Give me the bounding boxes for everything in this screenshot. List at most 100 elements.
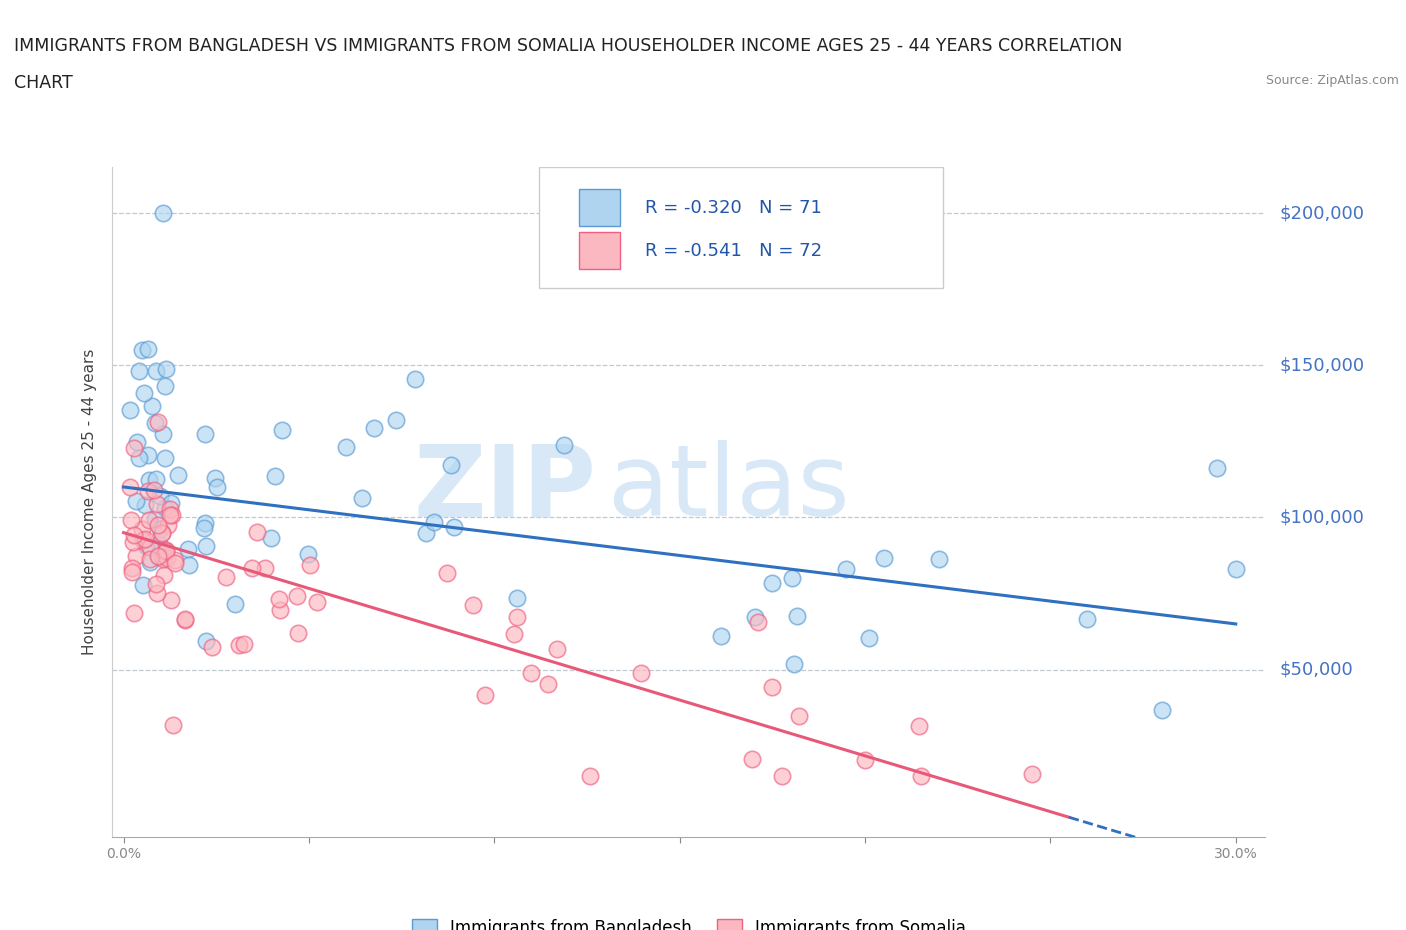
Point	[132, 386, 155, 401]
Point	[193, 521, 215, 536]
Point	[546, 642, 568, 657]
Point	[146, 585, 169, 600]
Point	[145, 472, 167, 486]
Point	[520, 665, 543, 680]
Text: $200,000: $200,000	[1279, 204, 1364, 222]
Point	[710, 629, 733, 644]
Point	[125, 549, 148, 564]
Point	[443, 520, 465, 535]
Point	[125, 434, 148, 449]
Point	[835, 562, 858, 577]
Point	[204, 471, 226, 485]
Point	[404, 372, 426, 387]
Point	[122, 528, 145, 543]
Point	[1021, 766, 1043, 781]
Point	[1225, 562, 1247, 577]
Point	[122, 606, 145, 621]
Point	[148, 518, 170, 533]
Point	[474, 687, 496, 702]
Point	[761, 576, 783, 591]
Point	[744, 610, 766, 625]
Point	[150, 525, 173, 540]
Point	[160, 593, 183, 608]
Point	[910, 769, 932, 784]
Point	[148, 549, 170, 564]
Point	[162, 717, 184, 732]
Point	[152, 426, 174, 441]
Point	[761, 680, 783, 695]
Point	[139, 555, 162, 570]
Point	[159, 501, 181, 516]
Point	[120, 512, 142, 527]
Text: R = -0.320   N = 71: R = -0.320 N = 71	[645, 199, 823, 217]
Point	[128, 451, 150, 466]
Point	[152, 206, 174, 220]
Point	[228, 638, 250, 653]
Text: atlas: atlas	[609, 440, 849, 538]
Point	[908, 719, 931, 734]
Point	[118, 480, 141, 495]
Point	[194, 427, 217, 442]
Point	[415, 525, 437, 540]
Point	[436, 566, 458, 581]
Point	[159, 508, 181, 523]
Point	[579, 769, 602, 784]
Point	[269, 603, 291, 618]
Point	[305, 594, 328, 609]
Text: R = -0.541   N = 72: R = -0.541 N = 72	[645, 242, 823, 260]
Point	[285, 588, 308, 603]
Point	[195, 633, 218, 648]
Point	[240, 560, 263, 575]
Point	[143, 416, 166, 431]
Point	[155, 543, 177, 558]
Point	[422, 514, 444, 529]
Point	[152, 551, 174, 566]
Point	[194, 515, 217, 530]
Point	[156, 517, 179, 532]
Point	[267, 591, 290, 606]
Point	[122, 535, 145, 550]
Point	[298, 557, 321, 572]
Point	[461, 598, 484, 613]
Point	[232, 637, 254, 652]
Point	[135, 538, 157, 553]
Point	[537, 677, 560, 692]
Point	[149, 488, 172, 503]
Point	[128, 364, 150, 379]
Point	[149, 522, 172, 537]
Point	[167, 467, 190, 482]
Point	[253, 561, 276, 576]
FancyBboxPatch shape	[579, 232, 620, 269]
Point	[131, 521, 153, 536]
Point	[160, 508, 183, 523]
Point	[384, 413, 406, 428]
Point	[124, 440, 146, 455]
FancyBboxPatch shape	[579, 189, 620, 226]
Point	[146, 415, 169, 430]
Point	[783, 657, 806, 671]
Point	[224, 597, 246, 612]
Point	[215, 569, 238, 584]
Point	[780, 571, 803, 586]
Point	[138, 512, 160, 527]
Point	[630, 666, 652, 681]
Point	[873, 551, 896, 565]
Point	[141, 398, 163, 413]
Point	[134, 532, 156, 547]
Point	[139, 539, 162, 554]
Point	[201, 640, 224, 655]
Point	[553, 438, 575, 453]
Point	[163, 555, 186, 570]
Point	[263, 469, 285, 484]
Point	[150, 525, 173, 540]
Text: CHART: CHART	[14, 74, 73, 92]
Point	[271, 422, 294, 437]
Point	[153, 379, 176, 393]
Point	[173, 612, 195, 627]
Point	[132, 533, 155, 548]
Point	[177, 541, 200, 556]
Point	[120, 403, 142, 418]
Point	[143, 512, 166, 526]
Point	[772, 769, 794, 784]
Point	[440, 458, 463, 472]
